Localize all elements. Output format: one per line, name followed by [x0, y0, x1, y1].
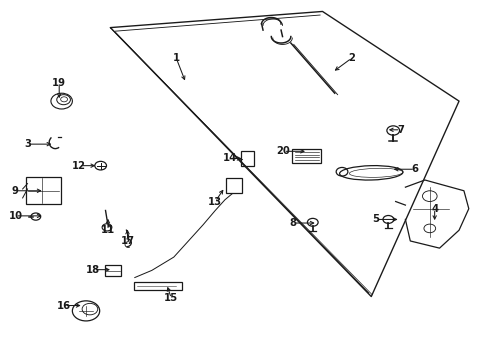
Text: 12: 12 — [72, 161, 85, 171]
Text: 1: 1 — [172, 53, 180, 63]
Text: 14: 14 — [223, 153, 237, 163]
Text: 4: 4 — [430, 204, 437, 214]
Text: 15: 15 — [164, 293, 178, 303]
Text: 16: 16 — [57, 301, 71, 311]
Text: 7: 7 — [396, 125, 403, 135]
Text: 5: 5 — [372, 215, 379, 224]
Text: 17: 17 — [120, 236, 134, 246]
Text: 18: 18 — [86, 265, 100, 275]
Text: 8: 8 — [289, 218, 296, 228]
Text: 11: 11 — [101, 225, 115, 235]
Text: 13: 13 — [208, 197, 222, 207]
Text: 19: 19 — [52, 78, 66, 88]
Text: 10: 10 — [8, 211, 22, 221]
Text: 9: 9 — [12, 186, 19, 196]
Text: 2: 2 — [347, 53, 354, 63]
Text: 3: 3 — [24, 139, 31, 149]
Text: 6: 6 — [411, 164, 418, 174]
Text: 20: 20 — [276, 146, 290, 156]
